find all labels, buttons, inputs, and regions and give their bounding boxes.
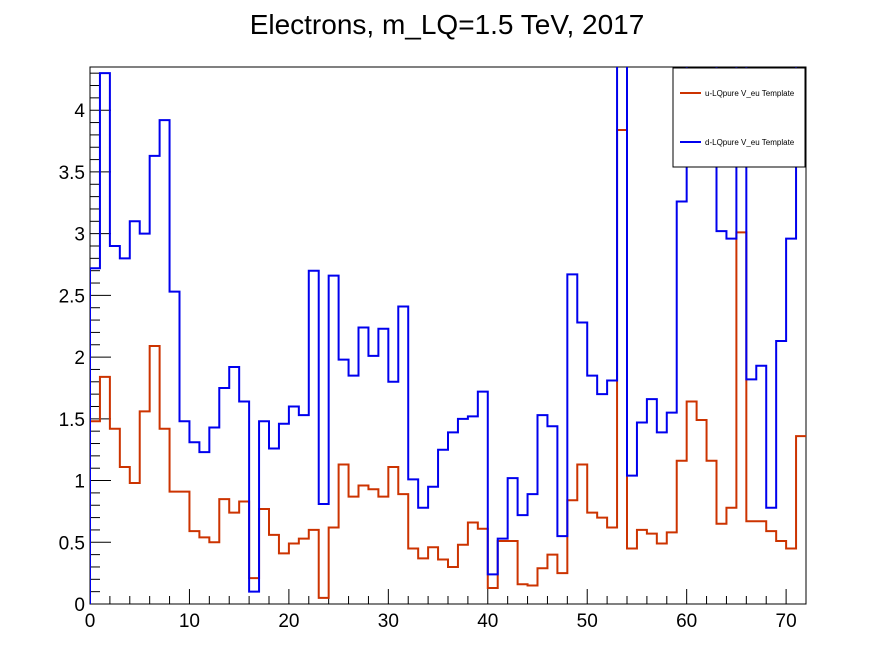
y-tick-label: 0.5: [59, 533, 85, 554]
axes: 0 10 20 30 40 50 60 70 0 0.5 1 1.5 2 2.5 3 3.5 4: [59, 72, 807, 632]
y-tick-label: 4: [74, 101, 85, 122]
y-tick-label: 3: [74, 225, 85, 246]
series-line-d-lqpure: [90, 67, 798, 604]
x-tick-label: 50: [577, 611, 598, 632]
series-line-u-lqpure: [90, 128, 806, 604]
y-tick-label: 0: [74, 595, 85, 616]
y-tick-label: 1: [74, 472, 85, 493]
legend: u-LQpure V_eu Template d-LQpure V_eu Tem…: [672, 67, 806, 168]
y-tick-label: 2: [74, 348, 85, 369]
chart-title: Electrons, m_LQ=1.5 TeV, 2017: [250, 9, 645, 40]
x-tick-label: 40: [477, 611, 498, 632]
x-tick-label: 60: [676, 611, 697, 632]
x-tick-label: 70: [776, 611, 797, 632]
x-tick-label: 20: [278, 611, 299, 632]
x-tick-label: 10: [179, 611, 200, 632]
y-tick-label: 2.5: [59, 286, 85, 307]
legend-label-d-lqpure: d-LQpure V_eu Template: [705, 138, 795, 147]
y-tick-label: 1.5: [59, 410, 85, 431]
x-tick-label: 30: [378, 611, 399, 632]
legend-label-u-lqpure: u-LQpure V_eu Template: [705, 89, 795, 98]
x-tick-label: 0: [85, 611, 96, 632]
y-tick-label: 3.5: [59, 163, 85, 184]
legend-box: [672, 67, 806, 168]
